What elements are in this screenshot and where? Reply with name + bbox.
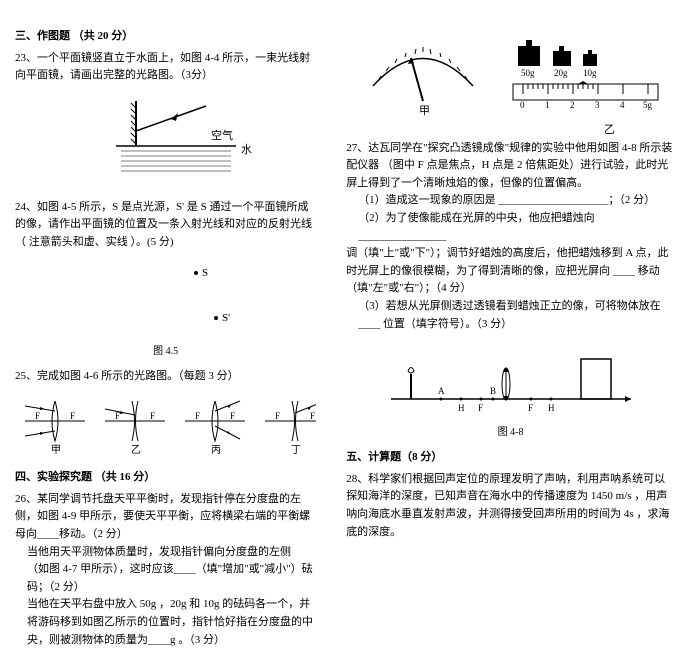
right-column: 甲 50g 20g 10g (331, 0, 690, 625)
q27-text: 27、达瓦同学在"探究凸透镜成像"规律的实验中他用如图 4-8 所示装配仪器 （… (346, 140, 675, 193)
q27-figure: A H F B F H (346, 339, 675, 419)
optical-bench: A H F B F H (381, 339, 641, 419)
q24-text: 24、如图 4-5 所示，S 是点光源，S' 是 S 通过一个平面镜所成的像，请… (15, 199, 316, 234)
q26-text: 26、某同学调节托盘天平平衡时，发现指针停在分度盘的左侧，如图 4-9 甲所示，… (15, 491, 316, 544)
question-25: 25、完成如图 4-6 所示的光路图。（每题 3 分） F F 甲 F F (15, 368, 316, 462)
source-image-diagram: S S' (66, 258, 266, 338)
fig45-label: 图 4.5 (15, 344, 316, 360)
svg-text:F: F (150, 411, 155, 421)
svg-text:H: H (548, 403, 555, 413)
sp-label: S' (222, 312, 230, 324)
svg-text:F: F (310, 411, 315, 421)
svg-text:F: F (35, 411, 40, 421)
jia-label: 甲 (419, 105, 430, 116)
svg-text:甲: 甲 (51, 445, 61, 456)
svg-text:丁: 丁 (291, 445, 301, 456)
s-label: S (202, 267, 208, 279)
question-24: 24、如图 4-5 所示，S 是点光源，S' 是 S 通过一个平面镜所成的像，请… (15, 199, 316, 360)
q27-3: （3）若想从光屏侧透过透镜看到蜡烛正立的像，可将物体放在 ____ 位置（填字符… (358, 298, 675, 333)
q25-figure: F F 甲 F F 乙 F F (15, 391, 316, 461)
q27-2a: （2）为了使像能成在光屏的中央，他应把蜡烛向 ________________ (358, 210, 675, 245)
section-5-title: 五、计算题（8 分） (346, 449, 675, 467)
lens-diagrams: F F 甲 F F 乙 F F (15, 391, 316, 461)
water-label: 水 (241, 143, 252, 156)
q28-text: 28、科学家们根据回声定位的原理发明了声呐，利用声呐系统可以探知海洋的深度，已知… (346, 471, 675, 541)
q25-text: 25、完成如图 4-6 所示的光路图。（每题 3 分） (15, 368, 316, 386)
svg-text:10g: 10g (583, 68, 597, 78)
svg-text:F: F (275, 411, 280, 421)
q26c-text: （如图 4-7 甲所示），这时应该____（填"增加"或"减小"）砝码；（2 分… (27, 561, 316, 596)
q23-text: 23、一个平面镜竖直立于水面上，如图 4-4 所示，一束光线射向平面镜，请画出完… (15, 50, 316, 85)
q27-2b: 调（填"上"或"下"）；调节好蜡烛的高度后，他把蜡烛移到 A 点，此时光屏上的像… (346, 245, 675, 298)
q26d-text: 当他在天平右盘中放入 50g ，20g 和 10g 的砝码各一个，并将游码移到如… (27, 596, 316, 649)
svg-text:F: F (478, 403, 483, 413)
svg-text:2: 2 (570, 100, 575, 110)
air-label: 空气 (211, 128, 233, 142)
svg-text:0: 0 (520, 100, 525, 110)
svg-text:F: F (115, 411, 120, 421)
weight-50g: 50g (518, 40, 540, 78)
fig48-label: 图 4-8 (346, 425, 675, 441)
svg-text:50g: 50g (521, 68, 535, 78)
question-28: 28、科学家们根据回声定位的原理发明了声呐，利用声呐系统可以探知海洋的深度，已知… (346, 471, 675, 541)
svg-text:20g: 20g (554, 68, 568, 78)
svg-text:4: 4 (620, 100, 625, 110)
left-column: 三、作图题 （共 20 分） 23、一个平面镜竖直立于水面上，如图 4-4 所示… (0, 0, 331, 625)
svg-text:F: F (528, 403, 533, 413)
question-23: 23、一个平面镜竖直立于水面上，如图 4-4 所示，一束光线射向平面镜，请画出完… (15, 50, 316, 191)
svg-text:B: B (490, 386, 496, 396)
weight-10g: 10g (583, 50, 597, 78)
section-3-title: 三、作图题 （共 20 分） (15, 28, 316, 46)
svg-text:3: 3 (595, 100, 600, 110)
svg-text:F: F (195, 411, 200, 421)
q26b-text: 当他用天平测物体质量时，发现指针偏向分度盘的左侧 (27, 544, 316, 562)
question-26: 26、某同学调节托盘天平平衡时，发现指针停在分度盘的左侧，如图 4-9 甲所示，… (15, 491, 316, 649)
q24-text-b: （ 注意箭头和虚、实线 ）。(5 分) (15, 234, 316, 252)
yi-label: 乙 (346, 122, 675, 140)
svg-text:A: A (438, 386, 445, 396)
svg-text:1: 1 (545, 100, 550, 110)
q24-figure: S S' (15, 258, 316, 338)
balance-figure: 甲 50g 20g 10g (346, 26, 675, 116)
svg-text:H: H (458, 403, 465, 413)
svg-text:丙: 丙 (211, 445, 221, 456)
svg-text:F: F (230, 411, 235, 421)
svg-text:乙: 乙 (131, 444, 141, 456)
section-4-title: 四、实验探究题 （共 16 分） (15, 469, 316, 487)
weight-20g: 20g (553, 46, 571, 78)
weights-ruler: 50g 20g 10g 0 1 2 3 4 5g (508, 26, 668, 116)
q27-1: （1）造成这一现象的原因是 ____________________；（2 分） (358, 192, 675, 210)
mirror-water-diagram: 空气 水 (76, 91, 256, 191)
q23-figure: 空气 水 (15, 91, 316, 191)
question-27: 27、达瓦同学在"探究凸透镜成像"规律的实验中他用如图 4-8 所示装配仪器 （… (346, 140, 675, 442)
svg-text:5g: 5g (643, 100, 653, 110)
pointer-gauge: 甲 (353, 26, 493, 116)
svg-text:F: F (70, 411, 75, 421)
